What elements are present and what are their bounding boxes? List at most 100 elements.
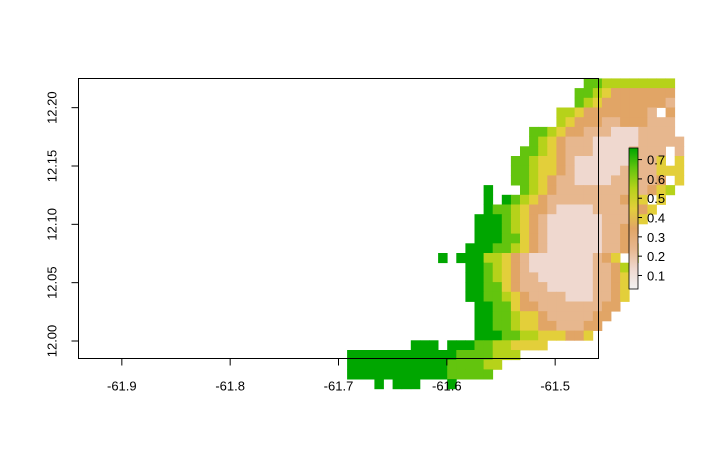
- raster-cell: [556, 204, 566, 215]
- raster-cell: [520, 194, 530, 205]
- raster-cell: [565, 146, 575, 157]
- raster-cell: [565, 291, 575, 302]
- raster-cell: [620, 136, 630, 147]
- raster-cell: [474, 223, 484, 234]
- raster-cell: [574, 136, 585, 147]
- raster-cell: [429, 369, 439, 380]
- raster-cell: [374, 359, 384, 370]
- raster-cell: [483, 185, 494, 196]
- raster-cell: [538, 272, 548, 283]
- raster-cell: [510, 301, 521, 312]
- raster-cell: [501, 320, 512, 331]
- raster-cell: [510, 330, 521, 341]
- raster-cell: [410, 340, 421, 351]
- raster-cell: [647, 88, 657, 99]
- raster-cell: [492, 233, 503, 244]
- raster-cell: [547, 156, 557, 167]
- raster-cell: [611, 97, 621, 108]
- raster-cell: [592, 291, 603, 302]
- raster-cell: [501, 194, 512, 205]
- raster-cell: [565, 253, 575, 264]
- raster-cell: [583, 243, 594, 254]
- raster-cell: [620, 117, 630, 128]
- raster-cell: [665, 165, 676, 176]
- raster-cell: [665, 107, 676, 118]
- raster-cell: [510, 204, 521, 215]
- raster-cell: [483, 223, 494, 234]
- raster-cell: [538, 194, 548, 205]
- raster-cell: [583, 117, 594, 128]
- raster-cell: [583, 330, 594, 341]
- raster-cell: [583, 78, 594, 89]
- raster-cell: [556, 146, 566, 157]
- raster-cell: [392, 350, 403, 361]
- raster-cell: [483, 330, 494, 341]
- raster-cell: [665, 185, 676, 196]
- raster-cell: [583, 311, 594, 322]
- raster-cell: [611, 165, 621, 176]
- raster-cell: [492, 214, 503, 225]
- raster-cell: [547, 291, 557, 302]
- raster-cell: [483, 340, 494, 351]
- y-axis: 12.00 12.05 12.10 12.15 12.20: [45, 91, 79, 357]
- raster-cell: [647, 185, 657, 196]
- raster-cell: [592, 262, 603, 273]
- raster-cell: [629, 136, 639, 147]
- raster-cell: [501, 262, 512, 273]
- raster-cell: [465, 369, 475, 380]
- raster-cell: [611, 107, 621, 118]
- raster-cell: [565, 204, 575, 215]
- raster-cell: [601, 223, 612, 234]
- raster-cell: [447, 359, 457, 370]
- raster-cell: [501, 350, 512, 361]
- raster-cell: [465, 262, 475, 273]
- raster-cell: [510, 243, 521, 254]
- raster-cell: [592, 185, 603, 196]
- raster-cell: [620, 78, 630, 89]
- raster-cell: [565, 107, 575, 118]
- raster-cell: [538, 243, 548, 254]
- raster-cell: [520, 272, 530, 283]
- raster-cell: [574, 243, 585, 254]
- y-tick-label: 12.05: [45, 266, 60, 299]
- raster-cell: [492, 291, 503, 302]
- legend-color-bar: [628, 147, 639, 290]
- raster-cell: [529, 282, 539, 293]
- raster-cell: [501, 272, 512, 283]
- raster-cell: [638, 146, 648, 157]
- raster-cell: [520, 146, 530, 157]
- raster-cell: [465, 243, 475, 254]
- raster-cell: [529, 185, 539, 196]
- raster-cell: [429, 350, 439, 361]
- legend-tick-label: 0.3: [647, 230, 665, 245]
- raster-cell: [510, 233, 521, 244]
- raster-cell: [556, 185, 566, 196]
- raster-cell: [638, 78, 648, 89]
- raster-cell: [529, 136, 539, 147]
- raster-cell: [529, 330, 539, 341]
- raster-cell: [547, 146, 557, 157]
- raster-cell: [529, 243, 539, 254]
- raster-cell: [556, 175, 566, 186]
- raster-cell: [347, 350, 357, 361]
- raster-cell: [483, 272, 494, 283]
- raster-cell: [438, 350, 448, 361]
- raster-cell: [520, 311, 530, 322]
- raster-cell: [529, 223, 539, 234]
- raster-cell: [474, 214, 484, 225]
- raster-cell: [501, 243, 512, 254]
- raster-cell: [574, 262, 585, 273]
- raster-cell: [611, 282, 621, 293]
- raster-cell: [474, 330, 484, 341]
- raster-cell: [611, 185, 621, 196]
- raster-cell: [565, 311, 575, 322]
- raster-cell: [592, 223, 603, 234]
- raster-cell: [392, 379, 403, 390]
- raster-cell: [592, 117, 603, 128]
- y-tick-label: 12.00: [45, 325, 60, 358]
- raster-cell: [538, 175, 548, 186]
- raster-cell: [556, 107, 566, 118]
- raster-cell: [601, 117, 612, 128]
- raster-cell: [601, 88, 612, 99]
